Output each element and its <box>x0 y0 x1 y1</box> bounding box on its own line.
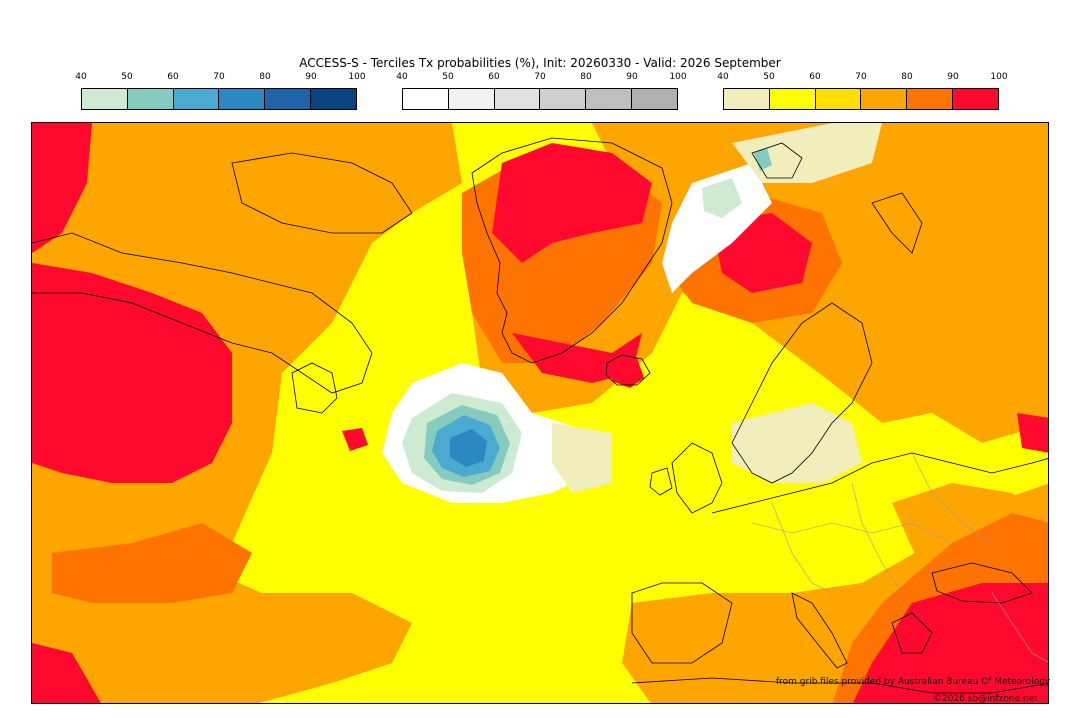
colorbar-tick-label: 60 <box>488 72 500 82</box>
colorbar-swatch <box>448 89 495 109</box>
coastlines <box>32 137 1048 694</box>
coastline-svalbard <box>751 142 803 179</box>
colorbar-ticks: 40 50 60 70 80 90 100 <box>396 72 686 84</box>
colorbar-swatch <box>494 89 541 109</box>
contour-red-bottom-left <box>32 643 101 703</box>
contour-lightteal-svalbard <box>702 178 742 218</box>
colorbar-tick-label: 70 <box>534 72 546 82</box>
coastline-europe <box>711 452 1048 514</box>
contour-red-small-atlantic <box>342 428 368 451</box>
coastline-north-africa <box>631 677 1048 694</box>
colorbar-tick-label: 70 <box>855 72 867 82</box>
colorbar-swatches <box>402 88 678 110</box>
colorbar-swatch <box>632 89 677 109</box>
colorbar-swatch <box>907 89 954 109</box>
border-europe-1 <box>751 522 953 544</box>
colorbar-swatch <box>724 89 770 109</box>
colorbar-below-normal: 40 50 60 70 80 90 100 <box>75 72 366 112</box>
colorbar-tick-label: 40 <box>717 72 729 82</box>
colorbar-swatch <box>540 89 587 109</box>
border-europe-3 <box>851 482 903 594</box>
contour-red-turkey <box>852 583 1048 703</box>
border-europe-4 <box>911 452 993 544</box>
colorbar-tick-label: 90 <box>305 72 317 82</box>
colorbar-tick-label: 80 <box>901 72 913 82</box>
coastline-ireland <box>649 467 673 496</box>
coastline-novaya-zemlya <box>871 192 923 254</box>
colorbar-above-normal: 40 50 60 70 80 90 100 <box>717 72 1008 112</box>
copyright-credit: ©2026 sb@infzone.net <box>933 694 1038 704</box>
coastline-black-sea <box>931 562 1033 604</box>
colorbar-swatch <box>311 89 356 109</box>
contour-white-svalbard <box>662 163 772 293</box>
coastline-scandinavia <box>731 302 873 484</box>
colorbar-tick-label: 100 <box>990 72 1008 82</box>
contour-red-north-america <box>32 263 232 483</box>
colorbar-swatch <box>127 89 174 109</box>
colorbar-tick-label: 70 <box>213 72 225 82</box>
colorbar-swatch <box>82 89 128 109</box>
colorbar-near-normal: 40 50 60 70 80 90 100 <box>396 72 687 112</box>
border-europe-2 <box>771 502 833 594</box>
colorbar-swatch <box>953 89 998 109</box>
contour-red-caspian <box>1017 413 1048 453</box>
colorbar-tick-label: 80 <box>259 72 271 82</box>
coastline-italy <box>791 592 848 669</box>
colorbar-swatch <box>219 89 266 109</box>
colorbar-swatch <box>861 89 908 109</box>
source-credit: from grib files provided by Australian B… <box>776 677 1051 687</box>
colorbar-swatch <box>815 89 862 109</box>
colorbar-tick-label: 50 <box>121 72 133 82</box>
colorbar-tick-label: 50 <box>442 72 454 82</box>
contour-darkblue-atlantic <box>450 429 487 467</box>
colorbar-swatch <box>403 89 449 109</box>
contour-red-greenland-north <box>492 143 652 263</box>
colorbar-tick-label: 90 <box>947 72 959 82</box>
colorbar-tick-label: 60 <box>809 72 821 82</box>
colorbar-ticks: 40 50 60 70 80 90 100 <box>717 72 1007 84</box>
colorbar-tick-label: 100 <box>348 72 366 82</box>
colorbar-swatch <box>265 89 312 109</box>
colorbar-tick-label: 100 <box>669 72 687 82</box>
contour-paleyellow-north-sea <box>552 423 612 493</box>
coastline-iceland <box>605 354 651 386</box>
coastline-arctic-islands <box>231 152 413 234</box>
colorbar-swatch <box>173 89 220 109</box>
contour-red-iceland <box>612 358 644 388</box>
contour-red-greenland-east <box>512 333 642 383</box>
colorbar-tick-label: 40 <box>75 72 87 82</box>
contour-darkorange-atlantic <box>52 523 252 603</box>
map-canvas <box>32 123 1048 703</box>
colorbar-swatch <box>586 89 633 109</box>
chart-title: ACCESS-S - Terciles Tx probabilities (%)… <box>299 56 781 70</box>
contour-red-west <box>32 123 92 253</box>
colorbar-tick-label: 90 <box>626 72 638 82</box>
colorbar-swatches <box>81 88 357 110</box>
coastline-greece <box>891 612 933 654</box>
contour-teal-svalbard <box>754 148 772 171</box>
contour-paleyellow-scandinavia <box>732 403 862 483</box>
contour-paleyellow-arctic <box>732 123 882 183</box>
coastline-british-isles <box>671 442 723 514</box>
country-borders <box>751 452 1048 663</box>
colorbar-tick-label: 50 <box>763 72 775 82</box>
colorbar-tick-label: 40 <box>396 72 408 82</box>
colorbar-tick-label: 80 <box>580 72 592 82</box>
coastline-greenland <box>471 137 673 364</box>
coastline-north-america <box>32 232 373 394</box>
coastline-hudson-bay <box>291 362 338 414</box>
coastline-iberia <box>631 582 733 664</box>
colorbar-swatches <box>723 88 999 110</box>
probability-map <box>31 122 1049 704</box>
colorbar-ticks: 40 50 60 70 80 90 100 <box>75 72 365 84</box>
border-middle-east <box>991 592 1048 663</box>
colorbar-tick-label: 60 <box>167 72 179 82</box>
colorbar-swatch <box>769 89 816 109</box>
